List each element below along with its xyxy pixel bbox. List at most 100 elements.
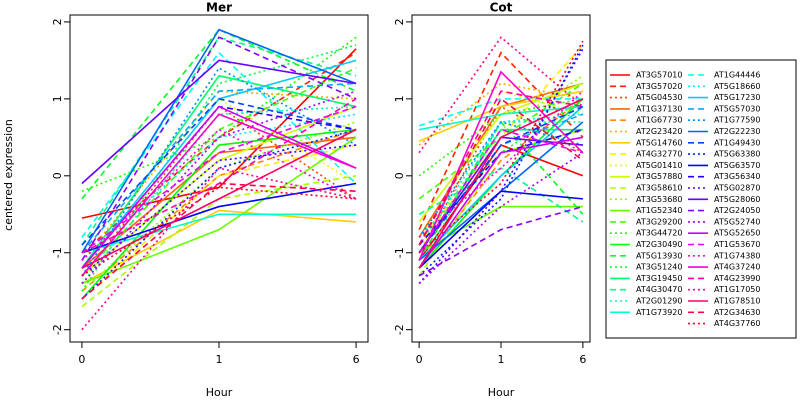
series-line — [81, 136, 357, 269]
series-line — [418, 105, 583, 131]
series-line — [81, 182, 357, 300]
series-line — [81, 121, 357, 292]
series-line — [81, 128, 357, 300]
series-line — [418, 205, 584, 277]
legend-label: AT1G52340 — [636, 206, 682, 215]
legend-label: AT1G77590 — [714, 116, 760, 125]
series-line — [418, 90, 584, 238]
series-line — [418, 90, 584, 246]
y-tick-label: -2 — [51, 324, 64, 335]
series-line — [81, 67, 357, 277]
panel-title: Mer — [206, 1, 232, 15]
legend-label: AT2G30490 — [636, 240, 682, 249]
legend-label: AT3G19450 — [636, 274, 682, 283]
legend-label: AT5G52740 — [714, 217, 760, 226]
series-line — [81, 36, 357, 261]
legend-label: AT2G34630 — [714, 308, 760, 317]
series-line — [81, 98, 357, 254]
x-axis-label: Hour — [206, 386, 233, 399]
legend-label: AT3G57020 — [636, 82, 682, 91]
series-line — [81, 59, 357, 185]
y-tick-label: 2 — [51, 18, 64, 25]
plot-box — [411, 14, 591, 343]
legend-label: AT1G37130 — [636, 104, 682, 113]
x-tick-label: 0 — [78, 353, 85, 366]
series-line — [81, 136, 357, 285]
legend-label: AT5G52650 — [714, 229, 760, 238]
legend-label: AT5G57030 — [714, 104, 760, 113]
legend-label: AT2G01290 — [636, 297, 682, 306]
legend-label: AT3G53680 — [636, 195, 682, 204]
y-tick-label: 0 — [393, 172, 406, 179]
legend-label: AT3G51240 — [636, 263, 682, 272]
series-line — [81, 128, 357, 269]
series-line — [81, 105, 357, 269]
series-line — [418, 190, 583, 269]
legend-label: AT1G73920 — [636, 308, 682, 317]
legend-label: AT4G30470 — [636, 285, 682, 294]
legend-label: AT4G23990 — [714, 274, 760, 283]
y-tick-label: -1 — [51, 247, 64, 258]
x-tick-label: 1 — [216, 353, 223, 366]
legend-label: AT5G02870 — [714, 184, 760, 193]
series-line — [81, 97, 357, 246]
legend-label: AT2G23420 — [636, 127, 682, 136]
series-line — [81, 209, 357, 285]
series-line — [418, 97, 584, 246]
y-tick-label: -2 — [393, 324, 406, 335]
legend-label: AT5G17230 — [714, 93, 760, 102]
legend-label: AT1G53670 — [714, 240, 760, 249]
legend-label: AT3G58610 — [636, 184, 682, 193]
series-line — [418, 128, 584, 254]
series-line — [81, 36, 357, 246]
series-line — [81, 28, 357, 254]
series-line — [418, 105, 584, 261]
legend-label: AT5G13930 — [636, 251, 682, 260]
series-line — [81, 97, 357, 269]
legend-label: AT5G63380 — [714, 150, 760, 159]
y-tick-label: 2 — [393, 18, 406, 25]
y-tick-label: 1 — [51, 95, 64, 102]
legend-label: AT5G28060 — [714, 195, 760, 204]
series-line — [81, 82, 357, 254]
series-line — [81, 128, 357, 262]
legend-label: AT1G74380 — [714, 251, 760, 260]
legend-label: AT5G63570 — [714, 161, 760, 170]
legend-label: AT3G57880 — [636, 172, 682, 181]
series-line — [81, 182, 357, 254]
legend-label: AT4G32770 — [636, 150, 682, 159]
series-line — [418, 121, 583, 269]
x-axis-label: Hour — [488, 386, 515, 399]
series-line — [81, 90, 357, 285]
y-tick-label: 0 — [51, 172, 64, 179]
y-tick-label: -1 — [393, 247, 406, 258]
legend-label: AT1G44446 — [714, 71, 760, 80]
legend-label: AT5G14760 — [636, 138, 682, 147]
x-tick-label: 6 — [579, 353, 586, 366]
series-line — [81, 74, 357, 269]
legend-label: AT5G18660 — [714, 82, 760, 91]
legend-label: AT5G01410 — [636, 161, 682, 170]
series-line — [81, 213, 357, 254]
legend-label: AT3G56340 — [714, 172, 760, 181]
series-line — [418, 113, 584, 254]
series-line — [418, 48, 584, 285]
legend-label: AT3G29200 — [636, 217, 682, 226]
series-line — [81, 113, 357, 277]
series-line — [418, 121, 584, 238]
panel-title: Cot — [490, 1, 513, 15]
series-line — [418, 40, 584, 254]
legend-box — [605, 59, 797, 339]
x-tick-label: 0 — [416, 353, 423, 366]
series-line — [418, 98, 584, 269]
y-tick-label: 1 — [393, 95, 406, 102]
legend-label: AT3G57010 — [636, 71, 682, 80]
legend-label: AT2G24050 — [714, 206, 760, 215]
series-line — [418, 105, 584, 254]
x-tick-label: 6 — [353, 353, 360, 366]
legend-label: AT1G78510 — [714, 297, 760, 306]
legend-label: AT4G37240 — [714, 263, 760, 272]
series-line — [418, 98, 583, 127]
series-line — [81, 144, 357, 300]
